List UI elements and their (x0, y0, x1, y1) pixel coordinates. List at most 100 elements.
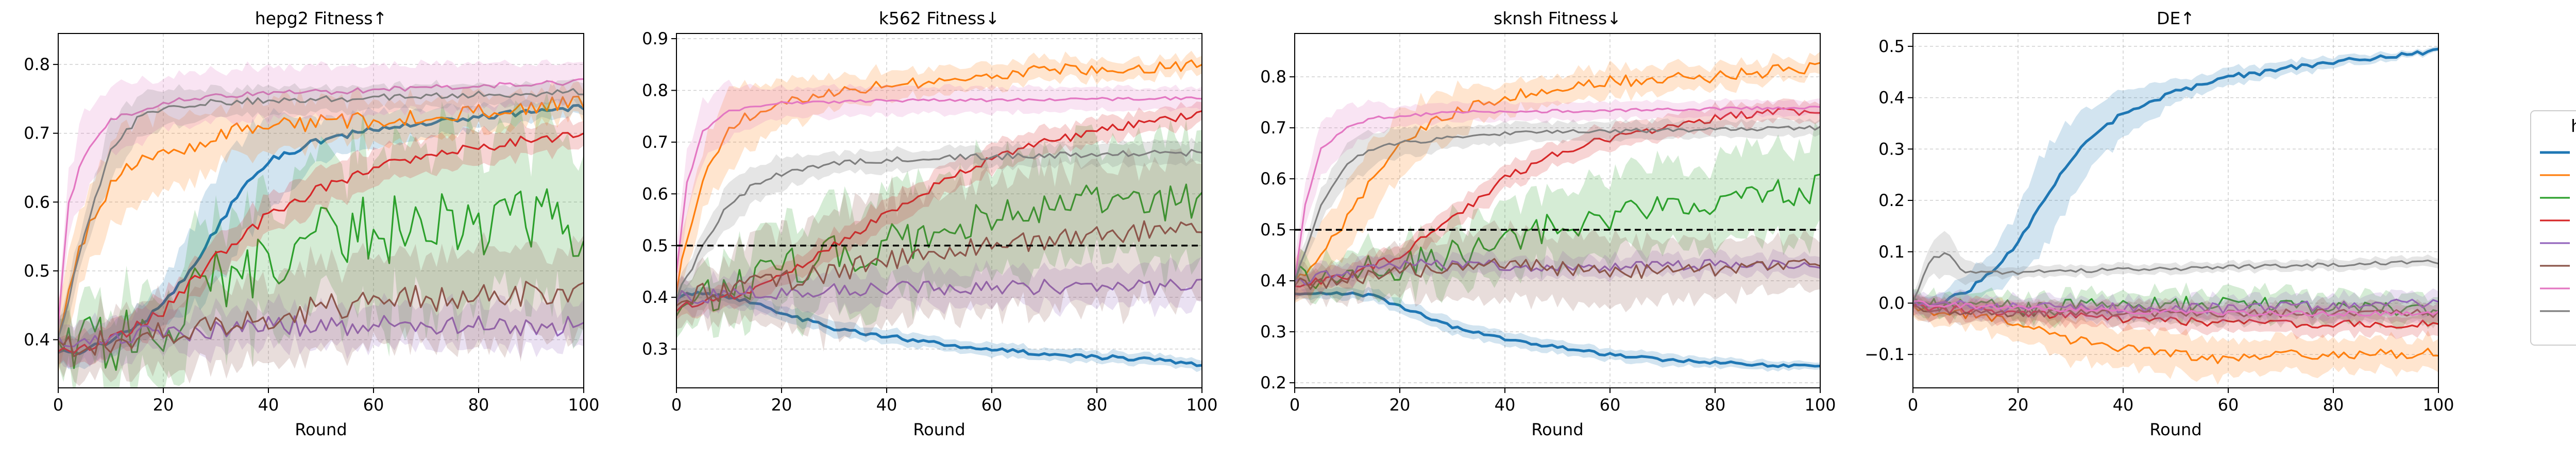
band-pex (1913, 231, 2438, 308)
x-tick-label: 0 (1290, 395, 1300, 415)
series-line-taco (676, 110, 1202, 312)
panel-title: k562 Fitness↓ (879, 8, 1000, 28)
plot-area (58, 59, 584, 388)
y-tick-label: 0.3 (1260, 322, 1286, 342)
legend-item: PEX (2540, 310, 2570, 312)
series-line-ours (676, 291, 1202, 367)
series-line-taco (1913, 303, 2438, 329)
series-line-taco (1295, 107, 1820, 288)
plot-area (676, 50, 1202, 372)
legend-item: CMA-ES (2540, 242, 2570, 244)
series-line-lag-ppo (58, 281, 584, 357)
band-adalead (1913, 293, 2438, 325)
axes-frame (676, 33, 1202, 388)
x-tick-label: 0 (1908, 395, 1918, 415)
chart-panels: 0 20 40 60 80 100 0.4 0.5 0.6 0.7 0.8 hepg2 Fitness… (24, 8, 2454, 439)
y-tick-label: 0.5 (24, 261, 50, 281)
band-cma-es (58, 293, 584, 368)
legend-item: Log Barrier (2540, 174, 2570, 176)
series-line-pex (676, 149, 1202, 300)
series-line-adalead (1295, 106, 1820, 281)
band-bo (58, 91, 584, 388)
series-line-pex (1295, 125, 1820, 281)
x-axis-label: Round (1531, 420, 1583, 439)
band-lag-ppo (1295, 220, 1820, 313)
band-adalead (676, 79, 1202, 300)
series-line-cma-es (676, 279, 1202, 304)
band-pex (676, 138, 1202, 311)
series-line-cma-es (58, 315, 584, 348)
band-ours (676, 286, 1202, 372)
x-tick-label: 80 (1705, 395, 1726, 415)
series-line-cma-es (1913, 298, 2438, 314)
legend-items: Ours Log Barrier BO TACO CMA-ES Lag PPO AdaLea… (2540, 151, 2570, 312)
band-taco (58, 116, 584, 368)
series-line-bo (676, 183, 1202, 316)
series-line-ours (1913, 47, 2438, 307)
band-pex (1295, 117, 1820, 290)
x-tick-label: 20 (153, 395, 174, 415)
y-tick-label: 0.3 (642, 339, 668, 359)
x-tick-label: 40 (1495, 395, 1516, 415)
y-tick-label: 0.7 (1260, 118, 1286, 138)
band-taco (1295, 98, 1820, 298)
chart-panel-1: 0 20 40 60 80 100 0.4 0.5 0.6 0.7 0.8 hepg2 Fitness… (24, 8, 599, 439)
axes-frame (1912, 33, 2439, 388)
y-tick-label: 0.6 (24, 192, 50, 212)
x-tick-label: 40 (258, 395, 279, 415)
series-line-log-barrier (676, 59, 1202, 293)
band-bo (676, 119, 1202, 339)
x-axis-label: Round (913, 420, 965, 439)
x-tick-label: 80 (468, 395, 489, 415)
y-tick-label: 0.5 (1878, 37, 1905, 56)
x-axis-label: Round (295, 420, 347, 439)
y-tick-label: 0.4 (24, 330, 50, 349)
legend-frame (2530, 110, 2576, 346)
series-line-ours (1295, 291, 1820, 368)
y-tick-label: 0.6 (1260, 169, 1286, 189)
series-line-taco (58, 132, 584, 354)
plot-area (1913, 47, 2438, 385)
band-adalead (58, 59, 584, 345)
legend-item: Ours (2540, 151, 2570, 154)
band-log-barrier (1295, 51, 1820, 303)
x-tick-label: 100 (568, 395, 599, 415)
y-tick-label: 0.3 (1878, 139, 1905, 159)
series-line-pex (1913, 252, 2438, 302)
y-tick-label: 0.1 (1878, 242, 1905, 262)
legend-item: Lag PPO (2540, 265, 2570, 267)
series-line-log-barrier (1913, 304, 2438, 364)
x-tick-label: 100 (1804, 395, 1836, 415)
series-line-lag-ppo (676, 220, 1202, 306)
panel-title: DE↑ (2157, 8, 2195, 28)
x-tick-label: 0 (671, 395, 682, 415)
y-tick-label: 0.4 (1260, 271, 1286, 291)
x-tick-label: 60 (2218, 395, 2239, 415)
band-ours (1913, 47, 2438, 315)
legend-item: TACO (2540, 219, 2570, 221)
axes-frame (1294, 33, 1821, 388)
x-tick-label: 60 (363, 395, 384, 415)
y-tick-label: 0.2 (1260, 373, 1286, 392)
x-tick-label: 20 (2008, 395, 2029, 415)
legend-item: BO (2540, 197, 2570, 199)
x-tick-label: 80 (2323, 395, 2344, 415)
x-tick-label: 60 (981, 395, 1003, 415)
x-tick-label: 0 (53, 395, 63, 415)
x-tick-label: 40 (876, 395, 897, 415)
series-line-pex (58, 88, 584, 338)
y-tick-label: 0.4 (642, 287, 668, 307)
x-tick-label: 60 (1600, 395, 1621, 415)
panel-title: hepg2 Fitness↑ (255, 8, 387, 28)
y-tick-label: 0.8 (1260, 67, 1286, 87)
y-tick-label: 0.9 (642, 29, 668, 48)
y-tick-label: 0.2 (1878, 191, 1905, 210)
y-tick-label: 0.8 (642, 80, 668, 100)
band-log-barrier (676, 50, 1202, 318)
series-line-ours (58, 104, 584, 355)
x-tick-label: 40 (2113, 395, 2134, 415)
y-tick-label: −0.1 (1865, 345, 1905, 364)
series-line-bo (1295, 174, 1820, 289)
series-line-lag-ppo (1295, 258, 1820, 290)
